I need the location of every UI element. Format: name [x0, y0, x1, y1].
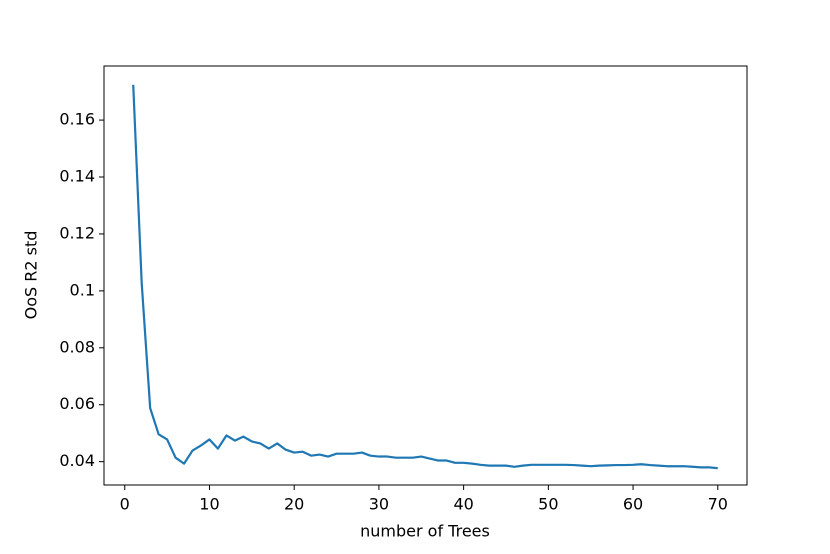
plot-frame [103, 65, 748, 486]
y-tick-label: 0.04 [59, 451, 95, 470]
x-tick-label: 40 [453, 495, 473, 514]
y-tick-label: 0.1 [70, 280, 95, 299]
x-tick-label: 10 [199, 495, 219, 514]
x-tick-label: 20 [284, 495, 304, 514]
y-tick-label: 0.12 [59, 223, 95, 242]
x-axis-label: number of Trees [360, 522, 490, 541]
y-tick-label: 0.06 [59, 394, 95, 413]
y-tick-label: 0.16 [59, 110, 95, 129]
x-tick-label: 0 [120, 495, 130, 514]
x-tick-label: 70 [708, 495, 728, 514]
line [132, 84, 718, 470]
y-tick-label: 0.14 [59, 167, 95, 186]
x-tick-label: 30 [369, 495, 389, 514]
x-tick-label: 60 [623, 495, 643, 514]
y-axis-label: OoS R2 std [22, 231, 41, 320]
y-tick-label: 0.08 [59, 337, 95, 356]
x-tick-label: 50 [538, 495, 558, 514]
